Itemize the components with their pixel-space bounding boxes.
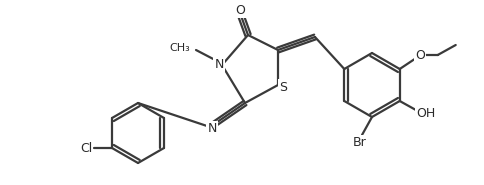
Text: N: N: [214, 58, 223, 70]
Text: N: N: [207, 122, 216, 135]
Text: Cl: Cl: [80, 142, 92, 154]
Text: O: O: [414, 48, 424, 61]
Text: S: S: [278, 80, 287, 93]
Text: Br: Br: [352, 137, 366, 149]
Text: CH₃: CH₃: [169, 43, 190, 53]
Text: OH: OH: [415, 107, 435, 120]
Text: O: O: [235, 4, 244, 16]
